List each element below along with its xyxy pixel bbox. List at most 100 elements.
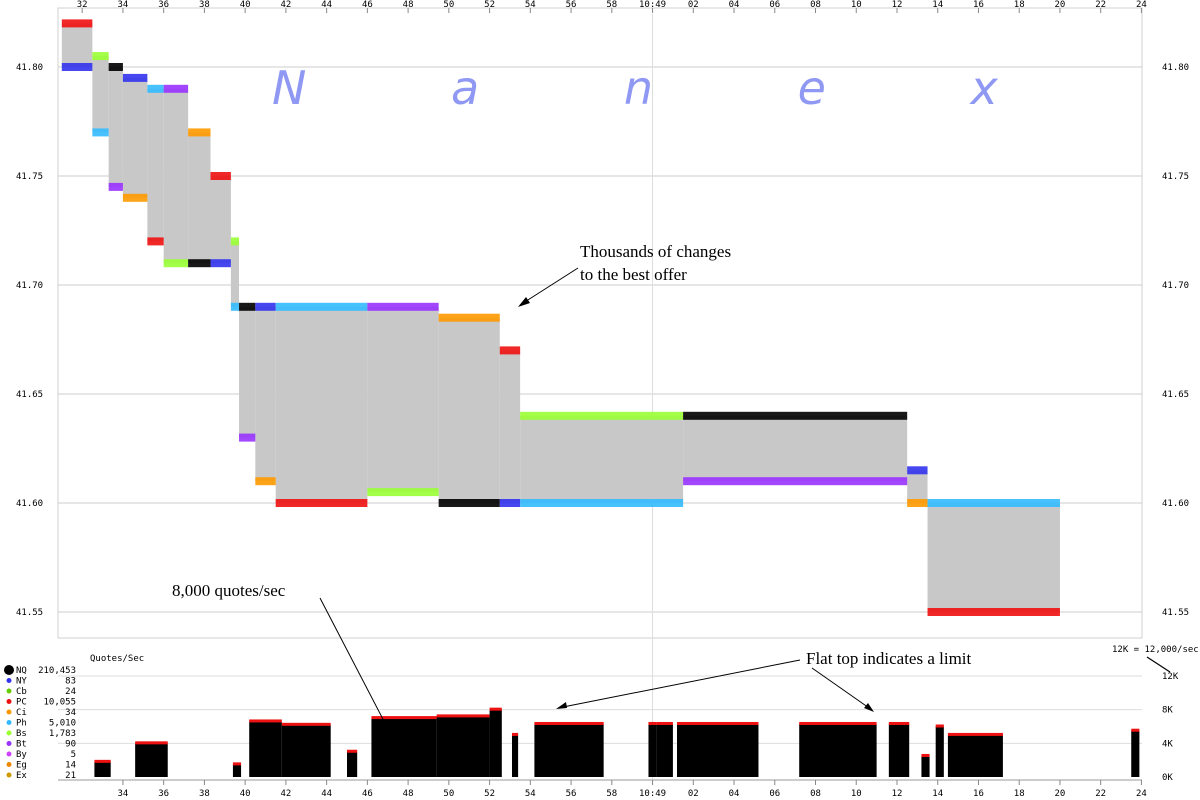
price-x-tick-label: 56 xyxy=(566,0,577,10)
legend-count: 5,010 xyxy=(49,719,76,729)
rate-bar-segment xyxy=(249,721,282,777)
price-x-tick-label: 54 xyxy=(525,0,536,10)
bid-quote-strip xyxy=(499,499,521,507)
rate-bar-cap xyxy=(281,722,331,726)
legend-swatch xyxy=(6,772,12,778)
offer-quote-strip xyxy=(108,63,123,71)
flat-top-arrowhead-right xyxy=(864,703,874,712)
rate-x-tick-label: 44 xyxy=(321,789,332,799)
price-tick-left: 41.75 xyxy=(16,172,43,182)
legend-swatch xyxy=(6,741,12,746)
bid-offer-band xyxy=(683,415,908,482)
bid-offer-band xyxy=(108,67,123,187)
rate-bar-segment xyxy=(371,718,437,777)
price-tick-left: 41.80 xyxy=(16,63,43,73)
rate-panel-title: Quotes/Sec xyxy=(90,654,144,664)
bid-quote-strip xyxy=(163,259,189,268)
rate-bar-segment xyxy=(135,743,168,777)
rate-bar-cap xyxy=(371,716,437,720)
offer-quote-strip xyxy=(438,313,500,322)
rate-bar-segment xyxy=(436,716,490,777)
bid-offer-band xyxy=(147,88,164,242)
rate-x-tick-label: 50 xyxy=(443,789,454,799)
rate-bar-segment xyxy=(1131,730,1140,777)
best-offer-arrowhead xyxy=(518,297,530,307)
price-x-tick-label: 06 xyxy=(769,0,780,10)
price-x-tick-label: 32 xyxy=(77,0,88,10)
price-x-tick-label: 58 xyxy=(606,0,617,10)
offer-quote-strip xyxy=(239,302,256,311)
bid-offer-band xyxy=(438,317,500,503)
rate-x-tick-label: 58 xyxy=(606,789,617,799)
legend-count: 5 xyxy=(71,750,76,760)
rate-x-tick-label: 42 xyxy=(280,789,291,799)
rate-bar-cap xyxy=(676,721,759,725)
bid-offer-band xyxy=(61,23,93,67)
price-x-tick-label: 04 xyxy=(729,0,740,10)
price-x-axis: 32 34 36 38 40 42 44 46 48 50 52 54 56 58 10:49 02 04 06 0… xyxy=(77,0,1147,780)
price-panel-frame xyxy=(57,7,1143,639)
bid-quote-strip xyxy=(907,499,928,507)
rate-x-tick-label: 36 xyxy=(158,789,169,799)
offer-quote-strip xyxy=(188,128,211,137)
rate-bar-cap xyxy=(1131,728,1140,732)
rate-bar-cap xyxy=(249,719,282,723)
offer-quote-strip xyxy=(230,237,240,246)
offer-quote-strip xyxy=(92,52,109,61)
legend-swatch xyxy=(6,688,12,694)
annotation-best-offer-line2: to the best offer xyxy=(580,265,687,284)
legend-code: Ph xyxy=(16,719,27,729)
quotes-rate-arrow xyxy=(319,597,401,753)
price-panel: 41.80 41.80 41.75 41.75 41.70 41.70 41.65 41.65… xyxy=(16,0,1189,780)
flat-top-arrowhead-left xyxy=(556,702,567,709)
bid-offer-band xyxy=(367,306,439,493)
price-x-tick-label: 36 xyxy=(158,0,169,10)
rate-bar-cap xyxy=(135,741,168,745)
rate-x-tick-label: 14 xyxy=(932,789,943,799)
price-x-tick-label: 34 xyxy=(118,0,129,10)
offer-quote-strip xyxy=(907,466,928,475)
bid-offer-band xyxy=(520,415,684,503)
rate-x-tick-label: 20 xyxy=(1055,789,1066,799)
offer-quote-strip xyxy=(147,84,164,93)
legend-code: By xyxy=(16,750,27,760)
legend-code: Bs xyxy=(16,729,27,739)
rate-x-tick-label: 54 xyxy=(525,789,536,799)
rate-scale-note: 12K = 12,000/sec xyxy=(1112,645,1199,655)
offer-quote-strip xyxy=(163,84,189,93)
price-x-tick-label: 52 xyxy=(484,0,495,10)
rate-bar-segment xyxy=(947,734,1003,777)
annotation-best-offer-line1: Thousands of changes xyxy=(580,242,731,261)
rate-x-tick-label: 24 xyxy=(1136,789,1147,799)
legend-count: 90 xyxy=(65,740,76,750)
offer-quote-strip xyxy=(499,346,521,355)
price-tick-right: 41.70 xyxy=(1162,281,1189,291)
offer-quote-strip xyxy=(520,411,684,420)
rate-x-tick-label: 02 xyxy=(688,789,699,799)
legend-swatch xyxy=(6,762,12,767)
legend-count: 83 xyxy=(65,677,76,687)
rate-x-tick-label: 46 xyxy=(362,789,373,799)
scale-note-arrow xyxy=(1146,656,1171,673)
bid-quote-strip xyxy=(92,128,109,137)
bid-offer-band xyxy=(188,132,211,264)
rate-x-tick-label: 38 xyxy=(199,789,210,799)
offer-quote-strip xyxy=(61,19,93,28)
rate-x-tick-label: 56 xyxy=(566,789,577,799)
bid-offer-band xyxy=(210,176,231,264)
rate-bar-segment xyxy=(281,724,331,777)
rate-bar-cap xyxy=(489,707,502,711)
rate-bar-segment xyxy=(921,755,930,777)
rate-bar-cap xyxy=(94,759,111,763)
bid-quote-strip xyxy=(275,499,368,507)
price-x-tick-label: 46 xyxy=(362,0,373,10)
price-tick-left: 41.70 xyxy=(16,281,43,291)
legend-swatch xyxy=(6,730,12,736)
legend-code: PC xyxy=(16,698,27,708)
bid-quote-strip xyxy=(520,499,684,507)
price-tick-right: 41.65 xyxy=(1162,390,1189,400)
rate-bar-cap xyxy=(935,724,944,728)
bid-quote-strip xyxy=(188,259,211,268)
bid-quote-strip xyxy=(210,259,231,268)
price-x-tick-label: 14 xyxy=(932,0,943,10)
